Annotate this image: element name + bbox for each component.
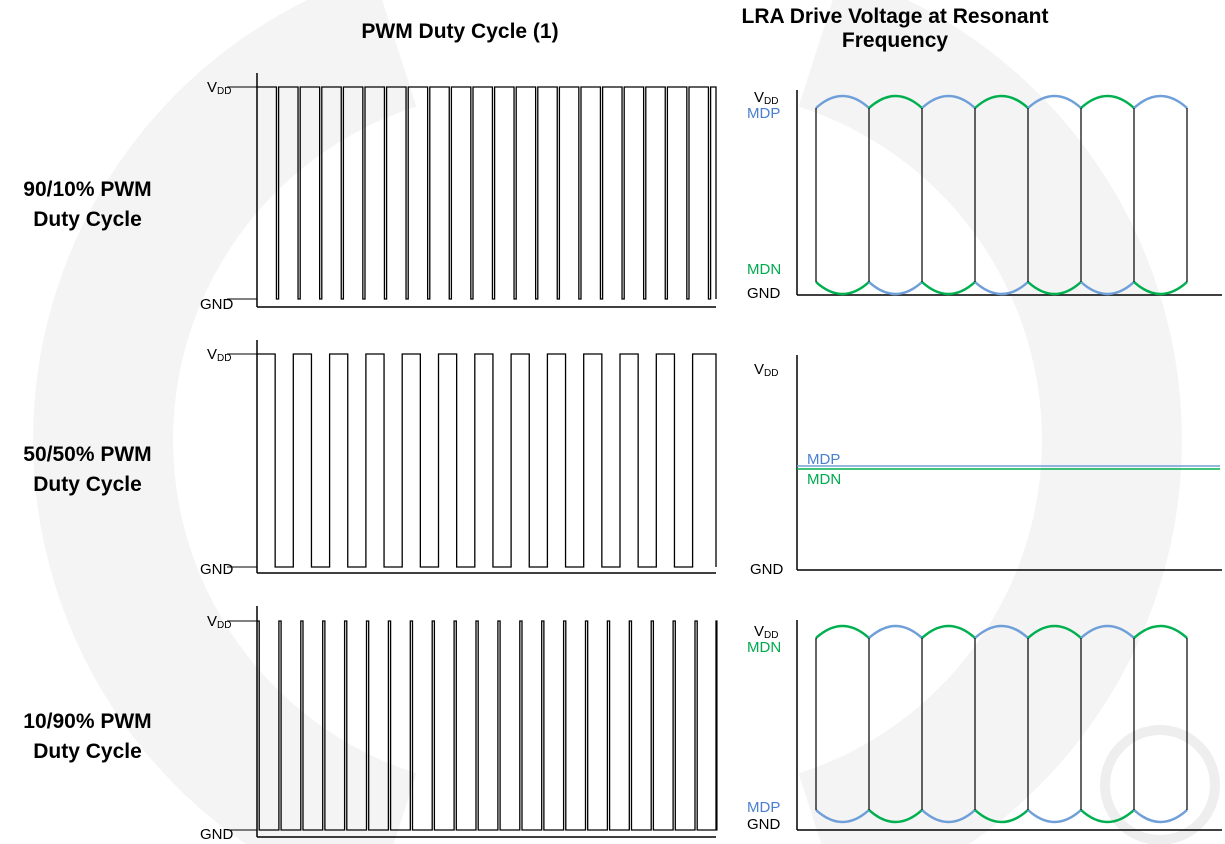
lra-bottom-arch xyxy=(868,809,923,824)
lra-bottom-arch xyxy=(1080,809,1135,824)
lra-vdd-label-2: VDD xyxy=(754,361,779,380)
pwm-vdd-label-2: VDD xyxy=(207,346,232,365)
lra-gnd-label-2: GND xyxy=(750,561,784,578)
lra-column-title: LRA Drive Voltage at Resonant Frequency xyxy=(700,5,1090,53)
row-label-10-90: 10/90% PWM Duty Cycle xyxy=(0,707,175,767)
row-label-50-50-line2: Duty Cycle xyxy=(33,473,142,496)
lra-top-arch xyxy=(921,624,976,639)
lra-top-arch xyxy=(1027,624,1082,639)
pwm-gnd-label-2: GND xyxy=(200,561,234,578)
lra-title-line2: Frequency xyxy=(841,29,949,52)
lra-bottom-arch xyxy=(974,281,1029,296)
lra-gnd-label-3: GND xyxy=(747,816,781,833)
lra-bottom-arch xyxy=(974,809,1029,824)
row-label-10-90-line1: 10/90% PWM xyxy=(23,710,152,733)
lra-top-arch xyxy=(921,94,976,109)
lra-top-arch xyxy=(974,624,1029,639)
row-label-90-10: 90/10% PWM Duty Cycle xyxy=(0,175,175,235)
lra-top-arch xyxy=(815,624,870,639)
lra-mdp-label-1: MDP xyxy=(747,105,781,122)
lra-top-arch xyxy=(1133,624,1188,639)
lra-top-arch xyxy=(1080,624,1135,639)
row-label-90-10-line2: Duty Cycle xyxy=(33,208,142,231)
lra-top-arch xyxy=(868,94,923,109)
lra-top-arch xyxy=(1027,94,1082,109)
lra-bottom-arch xyxy=(1027,281,1082,296)
lra-bottom-arch xyxy=(815,809,870,824)
pwm-vdd-label-3: VDD xyxy=(207,613,232,632)
lra-bottom-arch xyxy=(815,281,870,296)
pwm-waveform xyxy=(257,86,717,300)
lra-bottom-arch xyxy=(1133,809,1188,824)
row-label-50-50-line1: 50/50% PWM xyxy=(23,443,152,466)
pwm-column-title: PWM Duty Cycle (1) xyxy=(361,20,559,43)
lra-bottom-arch xyxy=(1080,281,1135,296)
lra-top-arch xyxy=(974,94,1029,109)
lra-mdn-label-3: MDN xyxy=(747,639,782,656)
pwm-vdd-label-1: VDD xyxy=(207,79,232,98)
lra-mdn-label-2: MDN xyxy=(807,471,842,488)
lra-mdn-label-1: MDN xyxy=(747,261,782,278)
lra-top-arch xyxy=(868,624,923,639)
pwm-waveform xyxy=(257,353,717,568)
lra-bottom-arch xyxy=(1133,281,1188,296)
lra-mdp-label-2: MDP xyxy=(807,451,841,468)
pwm-gnd-label-1: GND xyxy=(200,296,234,313)
lra-gnd-label-1: GND xyxy=(747,285,781,302)
lra-top-arch xyxy=(1133,94,1188,109)
lra-bottom-arch xyxy=(921,281,976,296)
row-label-10-90-line2: Duty Cycle xyxy=(33,740,142,763)
pwm-waveform xyxy=(257,620,718,831)
lra-top-arch xyxy=(815,94,870,109)
lra-bottom-arch xyxy=(868,281,923,296)
row-label-50-50: 50/50% PWM Duty Cycle xyxy=(0,440,175,500)
lra-mdp-label-3: MDP xyxy=(747,799,781,816)
lra-bottom-arch xyxy=(921,809,976,824)
lra-bottom-arch xyxy=(1027,809,1082,824)
lra-title-line1: LRA Drive Voltage at Resonant xyxy=(741,5,1049,28)
pwm-gnd-label-3: GND xyxy=(200,826,234,843)
lra-vdd-label-1: VDD xyxy=(754,89,779,108)
row-label-90-10-line1: 90/10% PWM xyxy=(23,178,152,201)
lra-vdd-label-3: VDD xyxy=(754,623,779,642)
lra-top-arch xyxy=(1080,94,1135,109)
